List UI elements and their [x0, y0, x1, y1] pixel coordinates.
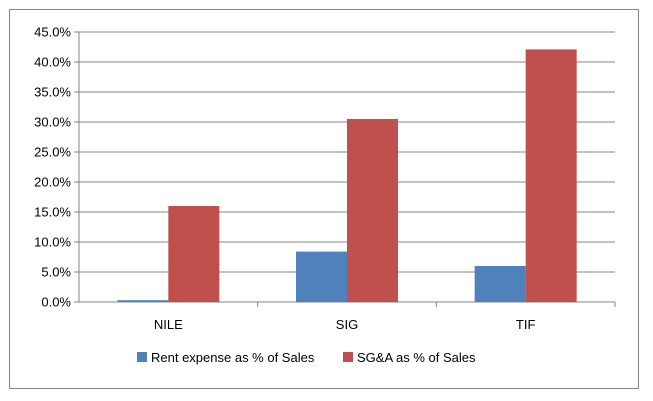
legend-label-1: Rent expense as % of Sales: [151, 350, 315, 365]
x-tick-label: TIF: [516, 317, 536, 332]
bar-nile-series-2: [168, 206, 220, 302]
bar-tif-series-1: [474, 266, 526, 302]
y-tick-label: 15.0%: [34, 205, 71, 220]
legend-swatch-2: [343, 352, 353, 362]
legend-label-2: SG&A as % of Sales: [357, 350, 476, 365]
y-tick-label: 35.0%: [34, 85, 71, 100]
legend-swatch-1: [137, 352, 147, 362]
y-tick-label: 10.0%: [34, 235, 71, 250]
bar-sig-series-1: [296, 251, 347, 302]
x-tick-label: NILE: [154, 317, 183, 332]
x-tick-label: SIG: [336, 317, 358, 332]
y-tick-label: 5.0%: [41, 265, 71, 280]
bar-sig-series-2: [347, 119, 398, 302]
bar-nile-series-1: [117, 300, 169, 302]
bar-tif-series-2: [525, 49, 577, 303]
y-tick-label: 40.0%: [34, 55, 71, 70]
y-tick-label: 45.0%: [34, 25, 71, 40]
y-tick-label: 0.0%: [41, 295, 71, 310]
y-tick-label: 30.0%: [34, 115, 71, 130]
y-tick-label: 25.0%: [34, 145, 71, 160]
y-tick-label: 20.0%: [34, 175, 71, 190]
